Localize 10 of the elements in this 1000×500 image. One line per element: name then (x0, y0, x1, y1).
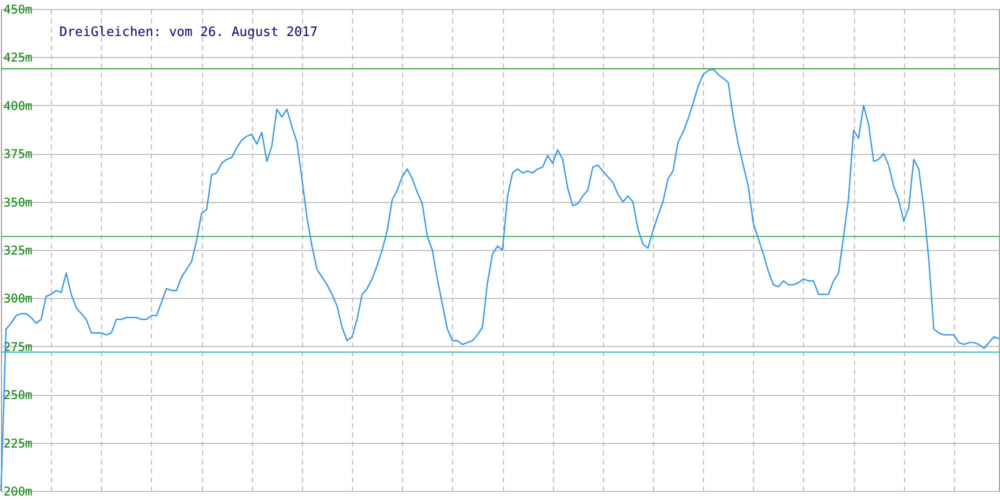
y-tick-label: 425m (4, 50, 32, 65)
text: DreiGleichen: vom 26. August 2017 (59, 25, 318, 40)
y-tick-label: 200m (4, 484, 32, 498)
y-tick-label: 375m (4, 147, 32, 162)
y-tick-label: 225m (4, 436, 32, 450)
y-tick-label: 350m (4, 195, 32, 210)
y-tick-label: 325m (4, 244, 32, 258)
y-tick-label: 400m (4, 98, 32, 113)
y-tick-label: 300m (4, 292, 32, 306)
y-tick-label: 450m (4, 2, 32, 16)
